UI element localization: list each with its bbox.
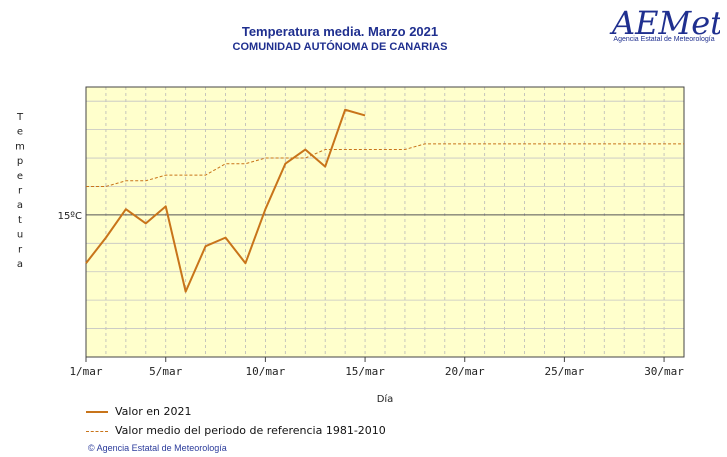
legend-swatch-solid [86,411,108,413]
series-line-reference [86,143,684,187]
aemet-logo: AEMet [609,4,720,42]
x-tick-label: 15/mar [345,365,385,378]
chart-title: Temperatura media. Marzo 2021 [241,24,439,39]
x-tick-label: 20/mar [445,365,485,378]
chart-subtitle: COMUNIDAD AUTÓNOMA DE CANARIAS [232,41,448,53]
plot-frame [85,86,685,358]
logo-caption: Agencia Estatal de Meteorología [613,36,715,43]
logo-wordmark: AEMet [609,4,720,42]
legend-label-reference: Valor medio del periodo de referencia 19… [115,424,386,437]
x-tick-label: 10/mar [246,365,286,378]
series-line-2021 [85,108,366,293]
credit-text: © Agencia Estatal de Meteorología [88,443,227,453]
x-tick-label: 30/mar [644,365,684,378]
x-tick-label: 5/mar [149,365,182,378]
y-tick-label: 15ºC [58,211,82,222]
x-axis-title: Día [377,393,394,405]
legend-label-2021: Valor en 2021 [115,405,192,418]
x-tick-label: 25/mar [545,365,585,378]
legend-swatch-dashed [86,431,108,432]
x-tick-label: 1/mar [69,365,102,378]
